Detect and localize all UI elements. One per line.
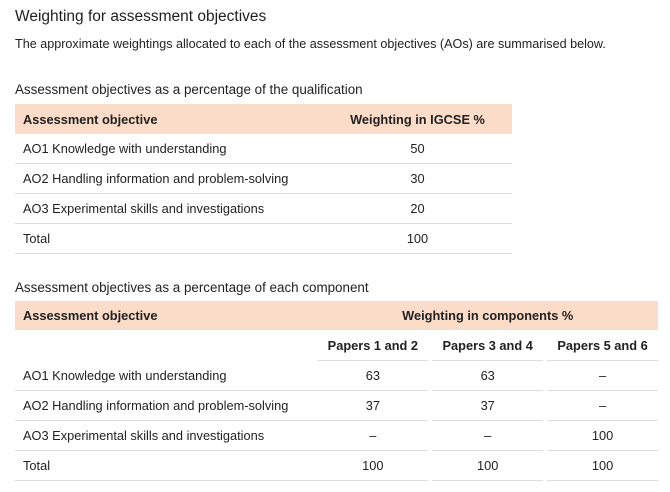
- table-header-row: Assessment objective Weighting in IGCSE …: [15, 104, 512, 134]
- objective-cell: AO2 Handling information and problem-sol…: [15, 163, 323, 194]
- qualification-weighting-table: Assessment objective Weighting in IGCSE …: [15, 104, 512, 254]
- weighting-cell: 63: [428, 360, 546, 391]
- table-header-row: Assessment objective Weighting in compon…: [15, 301, 658, 330]
- weighting-cell: 100: [543, 450, 658, 481]
- header-assessment-objective: Assessment objective: [15, 301, 318, 330]
- page-heading: Weighting for assessment objectives: [15, 8, 267, 25]
- table-row-total: Total 100: [15, 223, 512, 254]
- weighting-cell: 50: [323, 134, 512, 164]
- weighting-cell: 37: [317, 390, 431, 421]
- table-row: AO3 Experimental skills and investigatio…: [15, 193, 512, 224]
- objective-cell: AO2 Handling information and problem-sol…: [15, 390, 318, 421]
- table-row-total: Total 100 100 100: [15, 450, 658, 481]
- table-subheader-row: Papers 1 and 2 Papers 3 and 4 Papers 5 a…: [15, 330, 658, 361]
- header-weighting-components: Weighting in components %: [317, 301, 658, 330]
- weighting-cell: 100: [428, 450, 546, 481]
- weighting-cell: 63: [317, 360, 431, 391]
- table1-caption: Assessment objectives as a percentage of…: [15, 82, 363, 97]
- weighting-cell: 100: [317, 450, 431, 481]
- subheader-papers-5-6: Papers 5 and 6: [543, 330, 658, 361]
- weighting-cell: 20: [323, 193, 512, 224]
- table2-caption: Assessment objectives as a percentage of…: [15, 280, 369, 295]
- weighting-cell: 100: [323, 223, 512, 254]
- weighting-cell: –: [543, 360, 658, 391]
- objective-cell: Total: [15, 450, 318, 481]
- component-weighting-table: Assessment objective Weighting in compon…: [15, 301, 658, 481]
- weighting-cell: –: [543, 390, 658, 421]
- intro-text: The approximate weightings allocated to …: [15, 37, 606, 51]
- subheader-papers-1-2: Papers 1 and 2: [317, 330, 431, 361]
- subheader-papers-3-4: Papers 3 and 4: [428, 330, 546, 361]
- table-row: AO3 Experimental skills and investigatio…: [15, 420, 658, 451]
- header-assessment-objective: Assessment objective: [15, 104, 323, 134]
- table-row: AO2 Handling information and problem-sol…: [15, 163, 512, 194]
- objective-cell: Total: [15, 223, 323, 254]
- objective-cell: AO1 Knowledge with understanding: [15, 134, 323, 164]
- weighting-cell: 37: [428, 390, 546, 421]
- weighting-cell: –: [428, 420, 546, 451]
- subheader-blank: [15, 330, 317, 361]
- header-weighting-igcse: Weighting in IGCSE %: [323, 104, 512, 134]
- objective-cell: AO3 Experimental skills and investigatio…: [15, 193, 323, 224]
- objective-cell: AO1 Knowledge with understanding: [15, 360, 318, 391]
- objective-cell: AO3 Experimental skills and investigatio…: [15, 420, 318, 451]
- weighting-cell: 30: [323, 163, 512, 194]
- weighting-cell: 100: [543, 420, 658, 451]
- table-row: AO1 Knowledge with understanding 63 63 –: [15, 360, 658, 391]
- table-row: AO2 Handling information and problem-sol…: [15, 390, 658, 421]
- weighting-cell: –: [317, 420, 431, 451]
- table-row: AO1 Knowledge with understanding 50: [15, 134, 512, 164]
